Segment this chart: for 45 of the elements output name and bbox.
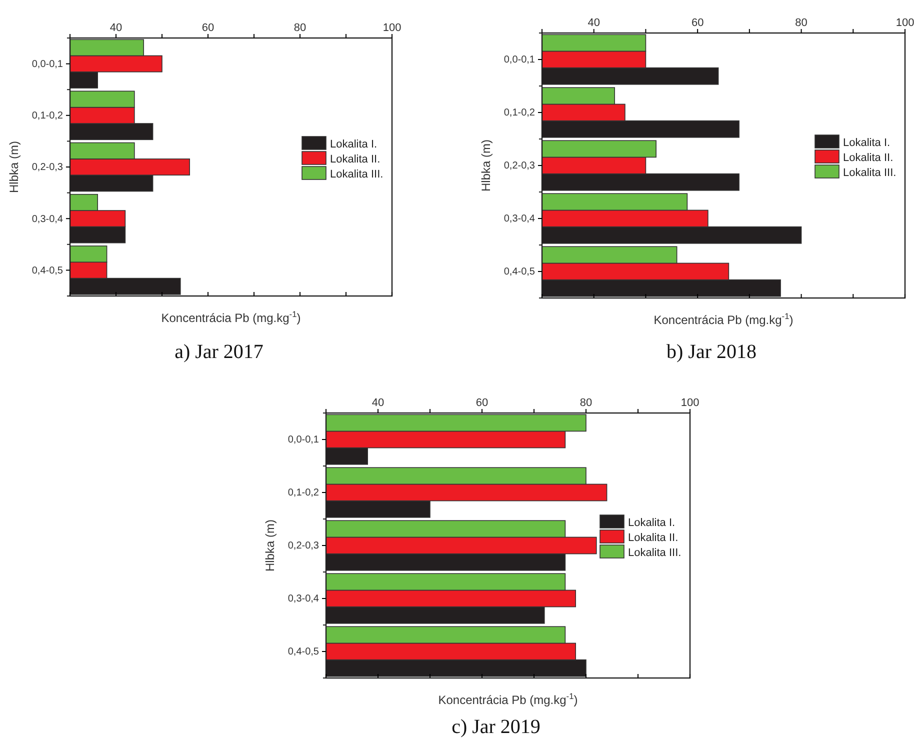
x-tick-label: 60: [691, 17, 704, 29]
legend-label: Lokalita II.: [628, 532, 678, 544]
legend-label: Lokalita I.: [628, 517, 676, 529]
legend-label: Lokalita III.: [843, 167, 896, 179]
x-tick-label: 100: [896, 17, 914, 29]
text: c) Jar 2019: [452, 716, 540, 738]
y-tick-label: 0,1-0,2: [32, 110, 64, 122]
y-tick-label: 0,4-0,5: [32, 265, 64, 276]
x-tick-label: 100: [382, 22, 402, 34]
text: b) Jar 2018: [666, 341, 756, 363]
x-tick-label: 100: [680, 397, 700, 409]
y-tick-label: 0,2-0,3: [504, 160, 536, 172]
legend-label: Lokalita I.: [843, 137, 890, 149]
legend-label: Lokalita II.: [843, 152, 894, 164]
legend-label: Lokalita II.: [330, 154, 380, 166]
x-axis-title: Koncentrácia Pb (mg.kg$^{-1}$): [438, 691, 578, 707]
y-axis-title: Hlbka (m): [7, 140, 21, 194]
y-tick-label: 0,2-0,3: [32, 162, 64, 174]
legend-label: Lokalita III.: [628, 547, 682, 559]
x-axis-title: Koncentrácia Pb (mg.kg$^{-1}$): [654, 311, 794, 327]
y-tick-label: 0,1-0,2: [288, 488, 320, 499]
legend-label: Lokalita III.: [330, 168, 384, 180]
y-tick-label: 0,1-0,2: [504, 108, 536, 119]
y-tick-label: 0,3-0,4: [504, 214, 536, 225]
y-tick-label: 0,2-0,3: [288, 540, 320, 552]
x-tick-label: 40: [372, 397, 384, 409]
x-tick-label: 80: [580, 397, 592, 409]
y-tick-label: 0,0-0,1: [32, 59, 64, 70]
x-tick-label: 80: [294, 22, 306, 34]
y-axis-title: Hlbka (m): [479, 139, 493, 192]
y-tick-label: 0,0-0,1: [288, 434, 320, 446]
y-tick-label: 0,0-0,1: [504, 54, 536, 66]
legend-label: Lokalita I.: [330, 138, 378, 150]
x-tick-label: 40: [110, 22, 122, 34]
x-axis-title: Koncentrácia Pb (mg.kg$^{-1}$): [161, 309, 301, 325]
y-tick-label: 0,4-0,5: [504, 266, 536, 278]
y-tick-label: 0,3-0,4: [288, 594, 320, 605]
x-tick-label: 40: [588, 17, 600, 29]
text: a) Jar 2017: [174, 341, 264, 363]
y-axis-title: Hlbka (m): [263, 519, 277, 572]
y-tick-label: 0,3-0,4: [32, 214, 64, 225]
y-tick-label: 0,4-0,5: [288, 646, 320, 658]
x-tick-label: 80: [795, 17, 808, 29]
x-tick-label: 60: [476, 397, 488, 409]
x-tick-label: 60: [202, 22, 214, 34]
